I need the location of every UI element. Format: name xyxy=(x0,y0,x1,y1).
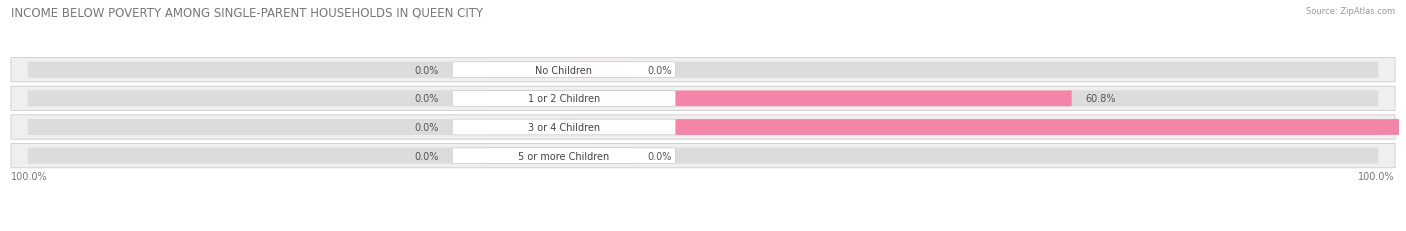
Text: 0.0%: 0.0% xyxy=(415,65,439,75)
FancyBboxPatch shape xyxy=(28,119,1378,135)
FancyBboxPatch shape xyxy=(28,62,1378,78)
Text: 0.0%: 0.0% xyxy=(647,65,672,75)
Text: 100.0%: 100.0% xyxy=(11,171,48,182)
FancyBboxPatch shape xyxy=(28,148,1378,164)
FancyBboxPatch shape xyxy=(11,115,1395,140)
Text: 1 or 2 Children: 1 or 2 Children xyxy=(527,94,600,104)
Text: 0.0%: 0.0% xyxy=(415,122,439,132)
FancyBboxPatch shape xyxy=(488,120,564,135)
Text: 5 or more Children: 5 or more Children xyxy=(519,151,609,161)
FancyBboxPatch shape xyxy=(488,148,564,164)
FancyBboxPatch shape xyxy=(453,120,675,135)
FancyBboxPatch shape xyxy=(564,148,634,164)
FancyBboxPatch shape xyxy=(28,91,1378,107)
FancyBboxPatch shape xyxy=(11,144,1395,168)
Text: 100.0%: 100.0% xyxy=(1358,171,1395,182)
FancyBboxPatch shape xyxy=(564,63,634,78)
Text: No Children: No Children xyxy=(536,65,592,75)
FancyBboxPatch shape xyxy=(488,63,564,78)
Text: INCOME BELOW POVERTY AMONG SINGLE-PARENT HOUSEHOLDS IN QUEEN CITY: INCOME BELOW POVERTY AMONG SINGLE-PARENT… xyxy=(11,7,484,20)
Text: 3 or 4 Children: 3 or 4 Children xyxy=(527,122,600,132)
FancyBboxPatch shape xyxy=(453,91,675,107)
Text: 0.0%: 0.0% xyxy=(415,94,439,104)
Text: Source: ZipAtlas.com: Source: ZipAtlas.com xyxy=(1306,7,1395,16)
FancyBboxPatch shape xyxy=(453,63,675,78)
FancyBboxPatch shape xyxy=(488,91,564,107)
FancyBboxPatch shape xyxy=(11,87,1395,111)
Text: 60.8%: 60.8% xyxy=(1085,94,1116,104)
FancyBboxPatch shape xyxy=(564,120,1399,135)
Text: 0.0%: 0.0% xyxy=(647,151,672,161)
FancyBboxPatch shape xyxy=(564,91,1071,107)
FancyBboxPatch shape xyxy=(11,58,1395,82)
Text: 0.0%: 0.0% xyxy=(415,151,439,161)
FancyBboxPatch shape xyxy=(453,148,675,164)
